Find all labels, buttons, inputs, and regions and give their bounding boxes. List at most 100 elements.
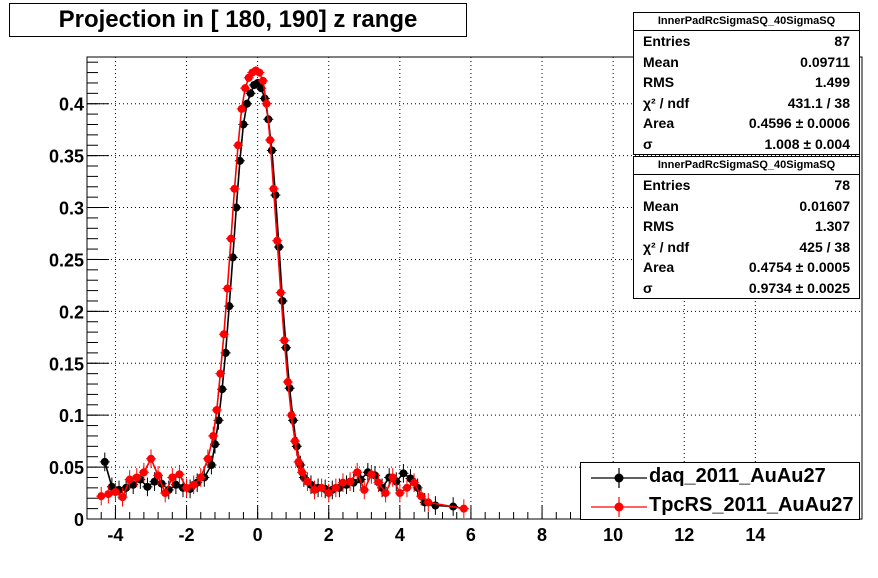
data-point bbox=[346, 477, 355, 486]
x-tick-label: 14 bbox=[745, 525, 765, 545]
legend-marker-black bbox=[591, 468, 647, 488]
x-tick-label: 10 bbox=[603, 525, 623, 545]
plot-frame bbox=[86, 56, 863, 520]
x-tick-label: 12 bbox=[674, 525, 694, 545]
stats-value: 1.499 bbox=[814, 74, 850, 90]
data-point bbox=[367, 470, 376, 479]
data-point bbox=[269, 184, 278, 193]
stats-key: Entries bbox=[643, 33, 691, 49]
data-point bbox=[324, 489, 333, 498]
y-tick-label: 0 bbox=[74, 510, 84, 530]
data-point bbox=[196, 473, 205, 482]
data-point bbox=[182, 483, 191, 492]
data-point bbox=[258, 76, 267, 85]
data-point bbox=[235, 156, 244, 165]
stats-value: 78 bbox=[834, 177, 850, 193]
data-point bbox=[303, 477, 312, 486]
legend-entry-tpcrs: TpcRS_2011_AuAu27 bbox=[581, 492, 859, 520]
data-point bbox=[100, 457, 109, 466]
stats-row-sigma: σ 0.9734 ± 0.0025 bbox=[634, 278, 859, 299]
data-point bbox=[298, 468, 307, 477]
data-point bbox=[246, 89, 255, 98]
data-point bbox=[374, 478, 383, 487]
stats-row-area: Area 0.4754 ± 0.0005 bbox=[634, 257, 859, 278]
data-point bbox=[111, 488, 120, 497]
stats-row-mean: Mean 0.01607 bbox=[634, 196, 859, 217]
chart-title: Projection in [ 180, 190] z range bbox=[9, 3, 467, 37]
x-tick-label: -4 bbox=[107, 525, 123, 545]
data-point bbox=[104, 490, 113, 499]
stats-header: InnerPadRcSigmaSQ_40SigmaSQ bbox=[634, 157, 859, 175]
y-tick-label: 0.15 bbox=[49, 354, 84, 374]
data-point bbox=[280, 336, 289, 345]
stats-row-rms: RMS 1.307 bbox=[634, 216, 859, 237]
stats-value: 0.09711 bbox=[800, 53, 850, 70]
legend-label: TpcRS_2011_AuAu27 bbox=[649, 494, 854, 516]
stats-row-entries: Entries 87 bbox=[634, 31, 859, 52]
data-point bbox=[267, 146, 276, 155]
data-point bbox=[168, 473, 177, 482]
data-point bbox=[239, 120, 248, 129]
y-tick-label: 0.3 bbox=[59, 199, 84, 219]
data-point bbox=[282, 343, 291, 352]
stats-value: 431.1 / 38 bbox=[787, 94, 850, 111]
stats-row-area: Area 0.4596 ± 0.0006 bbox=[634, 113, 859, 134]
stats-key: χ² / ndf bbox=[643, 94, 690, 111]
stats-key: RMS bbox=[643, 74, 675, 90]
data-point bbox=[317, 483, 326, 492]
y-tick-label: 0.35 bbox=[49, 147, 84, 167]
stats-key: Area bbox=[643, 115, 675, 131]
y-tick-label: 0.25 bbox=[49, 250, 84, 270]
stats-row-rms: RMS 1.499 bbox=[634, 72, 859, 93]
stats-row-mean: Mean 0.09711 bbox=[634, 52, 859, 73]
stats-key: Entries bbox=[643, 177, 691, 193]
stats-value: 0.4596 ± 0.0006 bbox=[748, 115, 850, 131]
data-point bbox=[262, 99, 271, 108]
stats-key: Mean bbox=[643, 197, 679, 214]
data-point bbox=[226, 234, 235, 243]
y-tick-label: 0.4 bbox=[59, 95, 84, 115]
y-tick-label: 0.2 bbox=[59, 302, 84, 322]
data-point bbox=[132, 473, 141, 482]
data-point bbox=[395, 489, 404, 498]
x-tick-label: 8 bbox=[537, 525, 547, 545]
data-point bbox=[118, 493, 127, 502]
data-point bbox=[139, 468, 148, 477]
data-point bbox=[125, 475, 134, 484]
stats-value: 0.9734 ± 0.0025 bbox=[748, 279, 850, 296]
legend-label: daq_2011_AuAu27 bbox=[649, 465, 826, 487]
data-point bbox=[402, 483, 411, 492]
data-point bbox=[290, 437, 299, 446]
data-point bbox=[242, 99, 251, 108]
stats-header: InnerPadRcSigmaSQ_40SigmaSQ bbox=[634, 13, 859, 31]
data-point bbox=[287, 411, 296, 420]
data-point bbox=[353, 468, 362, 477]
data-point bbox=[146, 454, 155, 463]
data-point bbox=[143, 482, 152, 491]
data-point bbox=[283, 377, 292, 386]
y-tick-label: 0.05 bbox=[49, 458, 84, 478]
stats-row-entries: Entries 78 bbox=[634, 175, 859, 196]
data-point bbox=[150, 477, 159, 486]
x-tick-label: 0 bbox=[253, 525, 263, 545]
data-point bbox=[294, 457, 303, 466]
data-point bbox=[189, 480, 198, 489]
stats-value: 0.01607 bbox=[799, 197, 850, 214]
stats-value: 0.4754 ± 0.0005 bbox=[748, 259, 850, 275]
stats-row-chi2: χ² / ndf 425 / 38 bbox=[634, 237, 859, 258]
x-tick-label: 4 bbox=[395, 525, 405, 545]
stats-key: Area bbox=[643, 259, 675, 275]
data-point bbox=[237, 104, 246, 113]
stats-key: σ bbox=[643, 135, 653, 152]
data-point bbox=[221, 348, 230, 357]
data-point bbox=[338, 478, 347, 487]
data-point bbox=[273, 236, 282, 245]
stats-box-daq: InnerPadRcSigmaSQ_40SigmaSQ Entries 87 Me… bbox=[633, 12, 860, 155]
legend-marker-red bbox=[591, 497, 647, 517]
data-point bbox=[399, 469, 408, 478]
data-point bbox=[424, 498, 433, 507]
data-point bbox=[228, 253, 237, 262]
data-point bbox=[230, 184, 239, 193]
stats-value: 425 / 38 bbox=[799, 238, 850, 255]
